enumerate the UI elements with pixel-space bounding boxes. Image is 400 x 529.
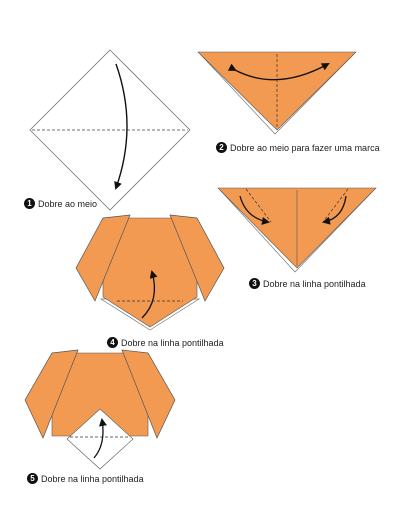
step-5-number: 5 <box>27 473 38 484</box>
ear-right <box>169 214 225 302</box>
fold-arrow-right <box>322 195 347 225</box>
fold-arrow-double <box>227 63 330 81</box>
step-3-text: Dobre na linha pontilhada <box>263 278 366 289</box>
muzzle-flap <box>66 408 134 470</box>
fold-arrow-up <box>93 418 107 459</box>
step-4-figure <box>75 214 225 331</box>
fold-line-left <box>245 188 272 223</box>
step-1-figure <box>29 49 191 211</box>
step-2-figure <box>197 51 357 135</box>
step-4-number: 4 <box>107 337 118 348</box>
step-1-caption: 1 Dobre ao meio <box>24 198 97 209</box>
step-1-text: Dobre ao meio <box>38 198 98 209</box>
ear-left <box>24 349 79 439</box>
step-3-number: 3 <box>249 278 260 289</box>
step-3-caption: 3 Dobre na linha pontilhada <box>249 278 366 289</box>
fold-line-right <box>322 188 349 223</box>
step-2-text: Dobre ao meio para fazer uma marca <box>230 142 380 153</box>
step-4-caption: 4 Dobre na linha pontilhada <box>107 337 224 348</box>
fold-arrow-up <box>141 270 158 319</box>
step-4-text: Dobre na linha pontilhada <box>121 337 224 348</box>
step-2-caption: 2 Dobre ao meio para fazer uma marca <box>216 142 380 153</box>
fold-arrow-down <box>114 63 128 190</box>
ear-left <box>75 214 131 302</box>
step-2-number: 2 <box>216 142 227 153</box>
step-3-figure <box>217 187 377 273</box>
ear-right <box>121 349 176 439</box>
step-5-caption: 5 Dobre na linha pontilhada <box>27 473 144 484</box>
step-5-figure <box>24 349 176 470</box>
step-1-number: 1 <box>24 198 35 209</box>
step-5-text: Dobre na linha pontilhada <box>41 473 144 484</box>
fold-arrow-left <box>239 195 270 225</box>
